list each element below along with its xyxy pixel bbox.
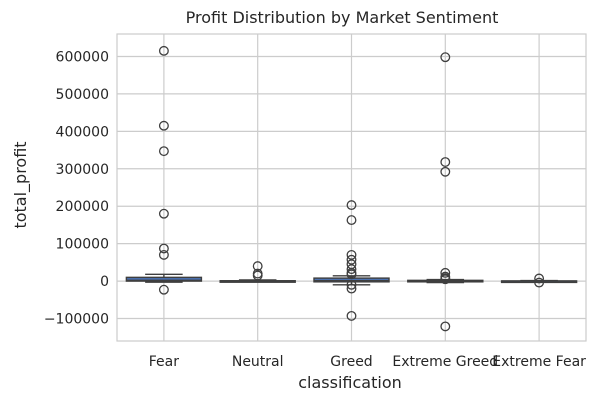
outlier-point — [158, 120, 169, 131]
outlier-point — [440, 52, 451, 63]
outlier-point — [440, 166, 451, 177]
y-tick-label: 400000 — [56, 124, 109, 140]
y-axis-label: total_profit — [11, 141, 31, 228]
x-tick-label: Extreme Fear — [492, 354, 586, 370]
x-tick-label: Extreme Greed — [392, 354, 498, 370]
y-tick-label: 600000 — [56, 49, 109, 65]
outlier-point — [346, 310, 357, 321]
outlier-point — [158, 243, 169, 254]
y-tick-label: 500000 — [56, 87, 109, 103]
x-tick-label: Greed — [330, 354, 372, 370]
y-tick-label: 100000 — [56, 237, 109, 253]
x-tick-label: Neutral — [232, 354, 284, 370]
box-group — [219, 261, 296, 283]
outlier-point — [346, 254, 357, 265]
y-tick-labels: −100000 0 100000 200000 300000 400000 500000 60… — [44, 49, 109, 327]
outlier-point — [346, 264, 357, 275]
chart-title: Profit Distribution by Market Sentiment — [186, 8, 499, 27]
outlier-point — [346, 215, 357, 226]
plot-frame — [116, 33, 587, 342]
y-tick-label: 0 — [100, 274, 109, 290]
outlier-point — [346, 249, 357, 260]
outlier-point — [440, 267, 451, 278]
outlier-point — [346, 283, 357, 294]
outlier-point — [346, 200, 357, 211]
box-group — [125, 45, 203, 295]
box-group — [407, 52, 484, 332]
y-tick-label: 200000 — [56, 199, 109, 215]
box — [125, 276, 203, 282]
outlier-point — [440, 321, 451, 332]
y-tick-label: 300000 — [56, 162, 109, 178]
outlier-point — [158, 146, 169, 157]
box-group — [313, 200, 390, 321]
outlier-point — [158, 45, 169, 56]
outlier-point — [346, 279, 357, 290]
y-tick-label: −100000 — [44, 312, 109, 328]
outlier-point — [440, 157, 451, 167]
outlier-point — [534, 273, 545, 284]
outlier-point — [346, 269, 357, 280]
x-tick-label: Fear — [149, 354, 179, 370]
outlier-point — [440, 274, 451, 285]
outlier-point — [252, 270, 263, 281]
outlier-point — [534, 277, 545, 288]
box-group — [500, 273, 578, 288]
outlier-point — [158, 284, 169, 295]
outlier-point — [158, 208, 169, 219]
boxes — [125, 45, 578, 332]
outlier-point — [158, 249, 169, 260]
outlier-point — [252, 261, 263, 272]
x-axis-label: classification — [298, 373, 402, 392]
